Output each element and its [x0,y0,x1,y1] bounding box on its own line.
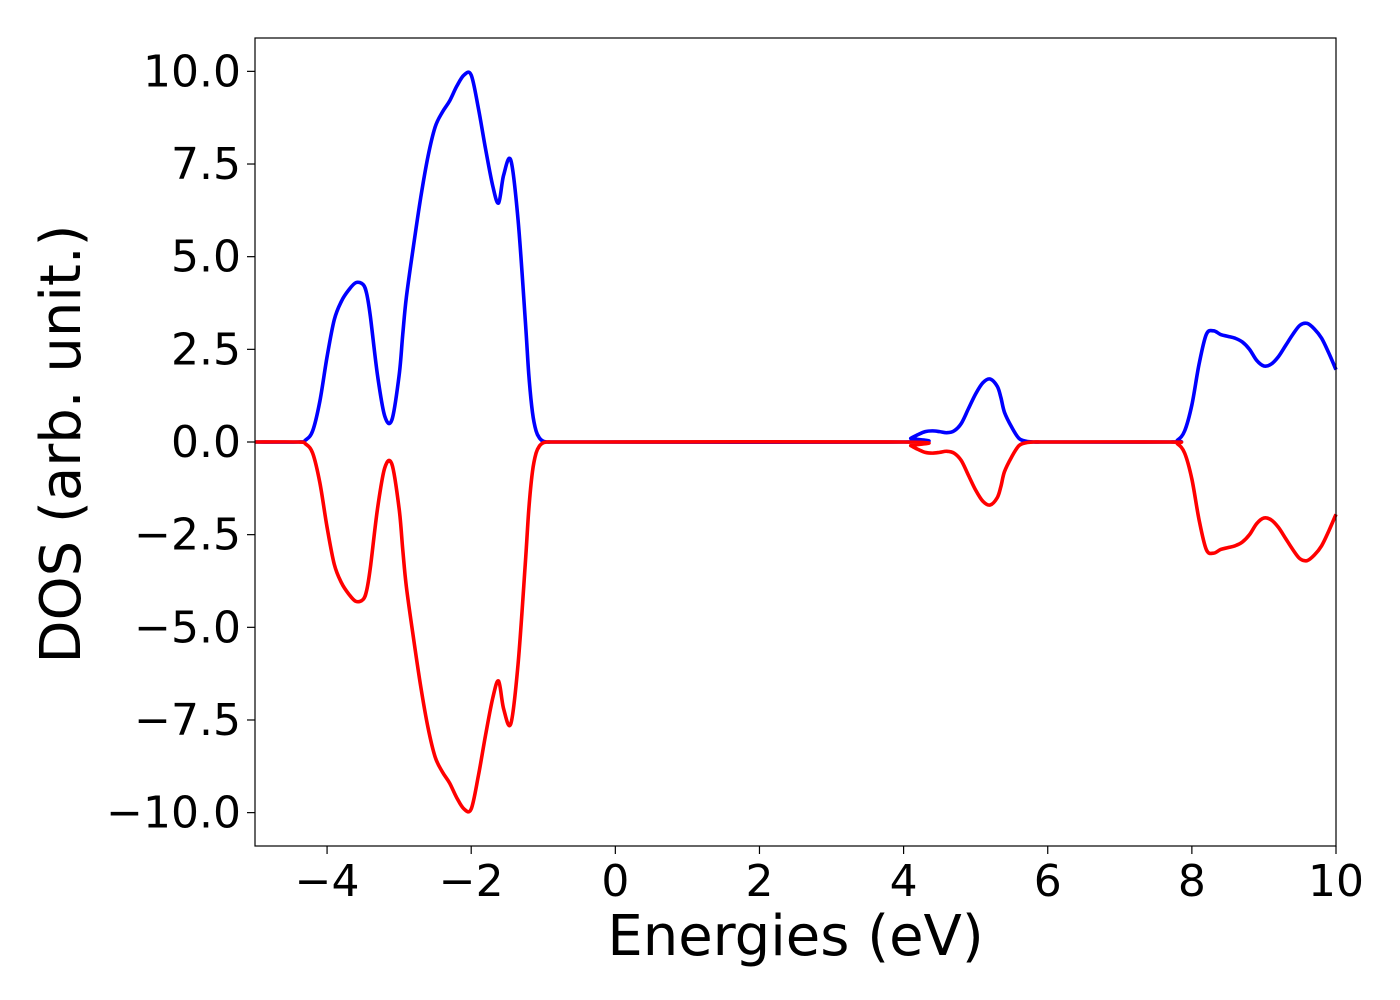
series-line-2 [254,439,1338,814]
series-line-1 [254,70,1338,445]
y-tick-label: −7.5 [134,695,241,746]
x-tick-label: 2 [745,856,773,907]
y-axis-label: DOS (arb. unit.) [29,224,94,663]
series-lines [254,70,1338,814]
x-tick-label: 8 [1178,856,1206,907]
x-tick-label: 10 [1308,856,1364,907]
y-tick-label: 2.5 [171,324,241,375]
y-tick-label: 10.0 [143,46,241,97]
x-axis-label: Energies (eV) [607,904,983,969]
y-tick-label: −5.0 [134,602,241,653]
y-axis-ticks: 10.0 7.5 5.0 2.5 0.0 −2.5 −5.0 −7.5 −10.0 [106,46,255,839]
x-tick-label: 4 [890,856,918,907]
x-tick-label: −4 [295,856,360,907]
x-axis-ticks: −4 −2 0 2 4 6 8 10 [295,846,1364,907]
y-tick-label: −2.5 [134,510,241,561]
y-tick-label: 5.0 [171,232,241,283]
x-tick-label: −2 [439,856,504,907]
y-tick-label: −10.0 [106,788,241,839]
y-tick-label: 7.5 [171,139,241,190]
x-tick-label: 0 [601,856,629,907]
y-tick-label: 0.0 [171,417,241,468]
x-tick-label: 6 [1034,856,1062,907]
